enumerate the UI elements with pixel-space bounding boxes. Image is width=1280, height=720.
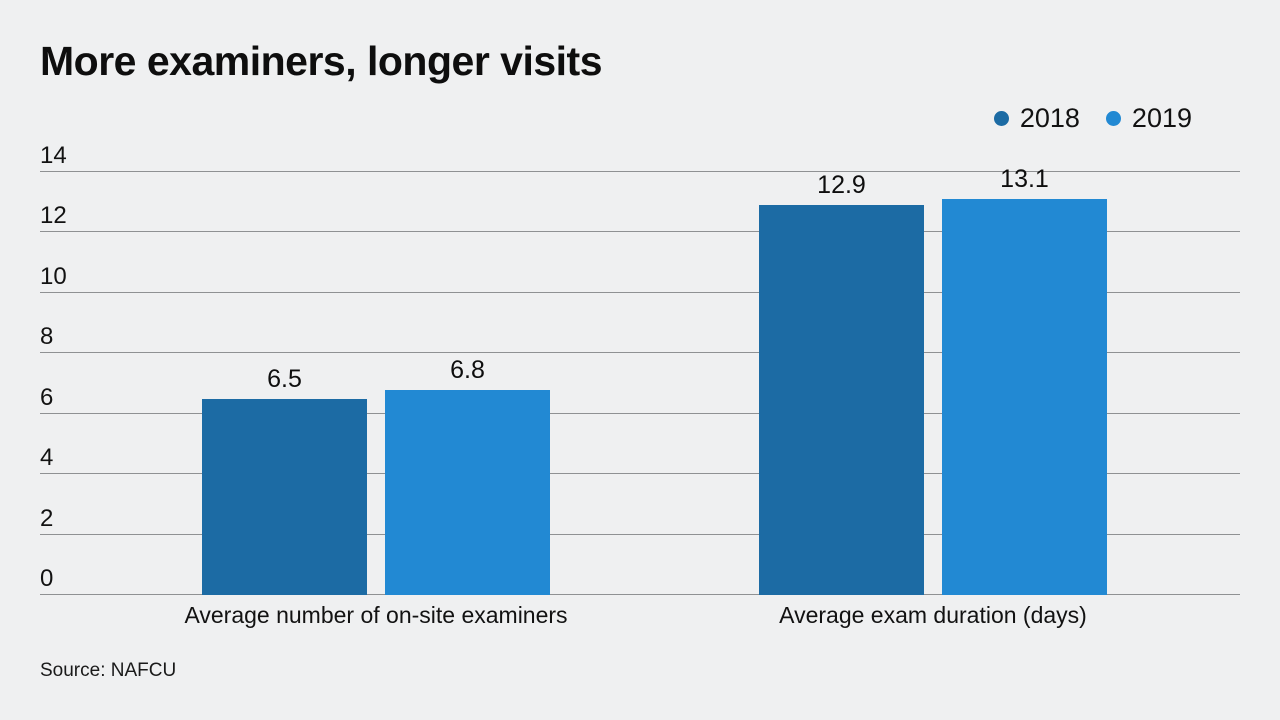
legend: 2018 2019 <box>993 103 1192 134</box>
legend-dot-icon <box>993 111 1009 126</box>
x-category-label-2: Average exam duration (days) <box>779 602 1087 628</box>
bar-2019-group2: 13.1 <box>942 165 1107 595</box>
gridline-10 <box>40 291 1240 293</box>
y-tick-label-10: 10 <box>40 262 67 290</box>
bar-value-label: 6.8 <box>450 355 485 384</box>
bar-2019-group1: 6.8 <box>385 356 550 595</box>
legend-item-2018: 2018 <box>993 103 1080 134</box>
gridline-4 <box>40 473 1240 475</box>
bar-group-1: 6.5 6.8 <box>202 356 550 595</box>
x-category-label-1: Average number of on-site examiners <box>184 602 568 628</box>
y-tick-label-8: 8 <box>40 323 54 351</box>
legend-label: 2019 <box>1131 103 1192 133</box>
gridline-6 <box>40 412 1240 414</box>
legend-dot-icon <box>1105 111 1121 126</box>
y-tick-label-2: 2 <box>40 504 54 532</box>
y-tick-label-0: 0 <box>40 565 54 592</box>
gridline-12 <box>40 231 1240 233</box>
y-tick-label-6: 6 <box>40 383 54 411</box>
y-tick-label-14: 14 <box>40 142 67 169</box>
bar-value-label: 13.1 <box>1000 165 1049 194</box>
legend-item-2019: 2019 <box>1105 103 1192 134</box>
plot-area: 0 2 4 6 8 10 12 14 6.5 6.8 Average number of on-s… <box>40 144 1240 628</box>
gridline-2 <box>40 533 1240 535</box>
bar-2018-group2: 12.9 <box>759 171 924 595</box>
gridline-0 <box>40 594 1240 595</box>
gridline-8 <box>40 352 1240 354</box>
legend-label: 2018 <box>1019 103 1080 133</box>
y-tick-label-12: 12 <box>40 202 67 230</box>
bar-value-label: 6.5 <box>267 364 302 393</box>
chart-title: More examiners, longer visits <box>40 38 603 84</box>
y-tick-label-4: 4 <box>40 444 54 472</box>
bar-value-label: 12.9 <box>817 171 866 200</box>
source-note: Source: NAFCU <box>40 660 177 681</box>
bar-2018-group1: 6.5 <box>202 365 367 595</box>
bar-group-2: 12.9 13.1 <box>759 165 1107 595</box>
gridline-14 <box>40 171 1240 172</box>
